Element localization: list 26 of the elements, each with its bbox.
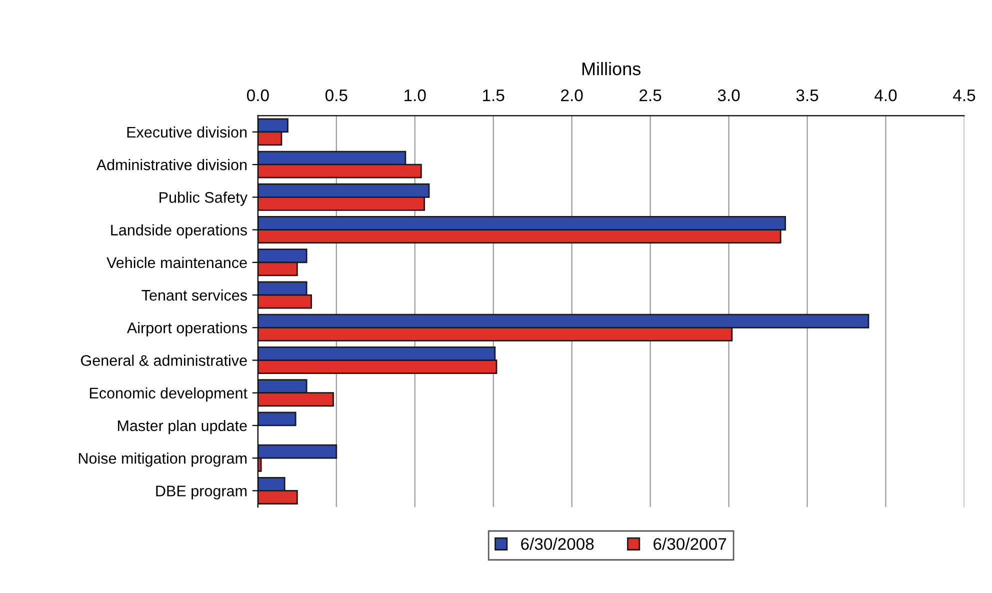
y-tick-label: DBE program — [156, 486, 246, 500]
legend-label: 6/30/2007 — [654, 538, 726, 550]
y-tick-label: Public Safety — [160, 192, 248, 206]
y-tick-label: Noise mitigation program — [78, 452, 247, 467]
x-tick-label: 2.0 — [561, 89, 583, 102]
x-tick-label: 1.0 — [404, 89, 426, 102]
bar — [258, 412, 296, 426]
x-tick-label: 0.5 — [325, 89, 348, 102]
y-tick-label: Vehicle maintenance — [106, 256, 247, 268]
x-tick-label: 1.5 — [483, 90, 504, 102]
y-tick-label: Executive division — [127, 126, 247, 138]
x-tick-label: 4.0 — [874, 89, 897, 102]
y-tick-label: Economic development — [90, 387, 248, 402]
x-tick-label: 4.5 — [953, 90, 976, 102]
x-axis-title: Millions — [582, 62, 641, 76]
y-tick-label: Landside operations — [111, 224, 247, 238]
x-tick-label: 2.5 — [640, 89, 662, 102]
y-tick-label: Master plan update — [118, 420, 247, 434]
y-tick-label: General & administrative — [81, 354, 247, 366]
y-tick-label: Airport operations — [126, 322, 247, 336]
x-tick-label: 0.0 — [246, 89, 269, 102]
x-tick-label: 3.0 — [718, 89, 740, 102]
y-tick-label: Tenant services — [142, 289, 247, 301]
legend-label: 6/30/2008 — [521, 538, 594, 550]
y-tick-label: Administrative division — [96, 159, 247, 170]
x-tick-label: 3.5 — [796, 89, 818, 102]
